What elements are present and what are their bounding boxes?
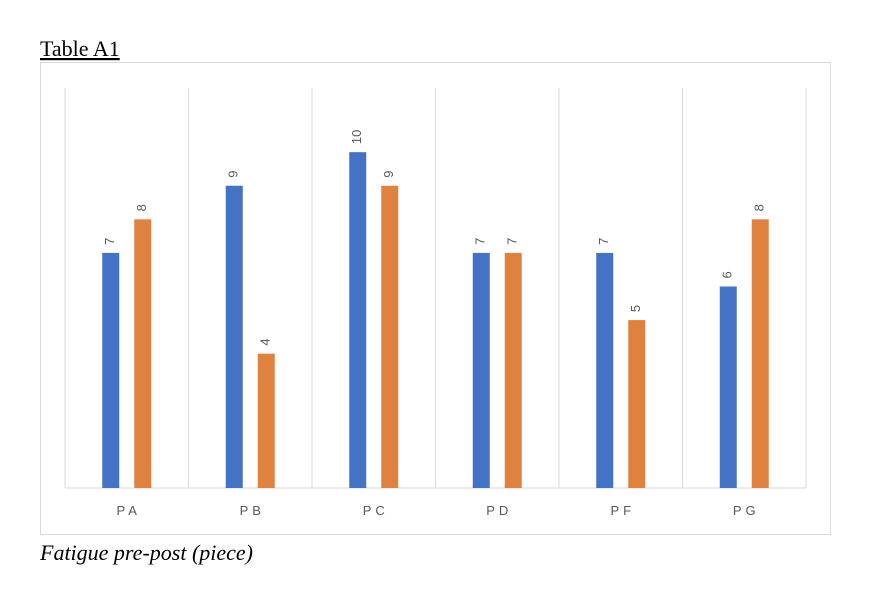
x-tick-label: PF	[610, 503, 635, 518]
value-label: 5	[628, 305, 643, 312]
value-label: 8	[134, 204, 149, 211]
bar	[381, 185, 399, 488]
value-label: 9	[226, 171, 241, 178]
x-tick-label: PC	[363, 503, 389, 518]
value-label: 6	[720, 271, 735, 278]
value-label: 9	[381, 171, 396, 178]
x-tick-label: PA	[117, 503, 141, 518]
x-tick-label: PD	[486, 503, 512, 518]
value-label: 10	[349, 130, 364, 144]
value-label: 7	[473, 238, 488, 245]
bar	[628, 320, 646, 488]
bar	[719, 286, 737, 488]
caption: Fatigue pre-post (piece)	[39, 540, 253, 565]
bar	[596, 252, 614, 488]
bar	[349, 152, 367, 488]
bar	[257, 353, 275, 488]
x-tick-label: PB	[240, 503, 265, 518]
bar	[504, 252, 522, 488]
bar	[225, 185, 243, 488]
value-label: 7	[505, 238, 520, 245]
value-label: 7	[102, 238, 117, 245]
chart-title: Table A1	[40, 36, 120, 61]
value-label: 8	[752, 204, 767, 211]
bar	[134, 219, 152, 489]
bar	[751, 219, 769, 489]
value-label: 4	[258, 338, 273, 345]
bar	[472, 252, 490, 488]
chart-frame	[40, 62, 831, 535]
bar	[102, 252, 120, 488]
value-label: 7	[596, 238, 611, 245]
x-tick-label: PG	[733, 503, 760, 518]
